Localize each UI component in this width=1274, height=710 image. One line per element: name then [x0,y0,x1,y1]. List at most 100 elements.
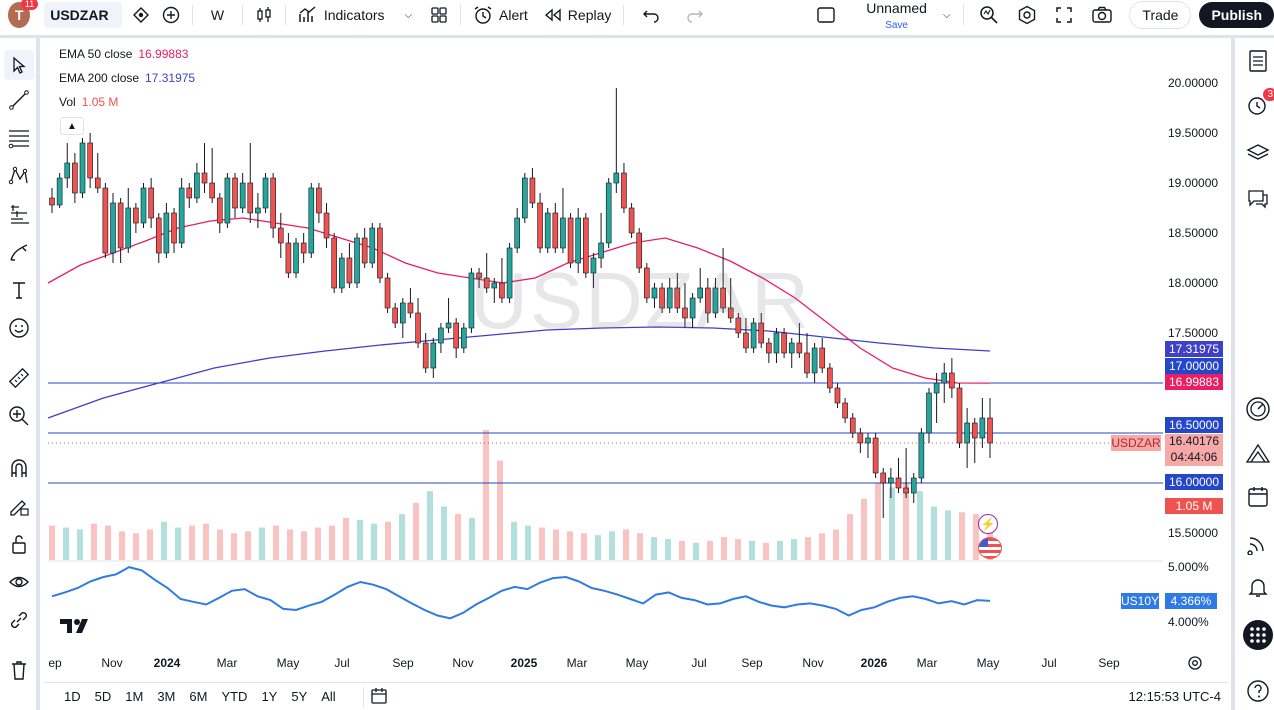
candle-body [796,342,803,354]
collapse-legend-button[interactable]: ▲ [60,117,84,135]
ema200-price-tag: 17.31975 [1165,341,1223,357]
settings-gear-icon[interactable] [1011,1,1043,29]
volume-bar [595,535,601,560]
help-icon[interactable] [1245,678,1271,704]
legend-ema50[interactable]: EMA 50 close 16.99883 [59,47,188,61]
broadcast-icon[interactable] [1245,530,1271,556]
symbol-search[interactable]: USDZAR [44,2,123,28]
fib-retracement-icon[interactable] [7,126,31,150]
zoom-in-icon[interactable] [7,404,31,428]
candle [232,173,238,218]
candle [872,433,879,478]
pattern-icon[interactable] [7,164,31,188]
candle-body [255,207,261,214]
calendar-range-icon[interactable] [362,686,387,707]
replay-button[interactable]: Replay [538,1,618,29]
candle [94,153,101,193]
undo-icon[interactable] [636,1,666,29]
link-icon[interactable] [7,608,31,632]
cursor-icon[interactable] [4,50,34,80]
calendar-icon[interactable] [1245,484,1271,510]
speedometer-icon[interactable] [1245,396,1271,422]
us10y-pane [51,566,991,620]
chevron-down-icon[interactable]: ⌵ [404,9,413,21]
earnings-flash-icon[interactable]: ⚡ [978,514,998,534]
chart-type-icon[interactable] [249,1,279,29]
pattern-triangle-icon[interactable] [1245,440,1271,466]
eye-icon[interactable] [7,570,31,594]
chat-icon[interactable] [1245,186,1271,212]
text-tool-icon[interactable] [7,278,31,302]
range-ytd-button[interactable]: YTD [221,689,248,704]
layout-save-label[interactable]: Save [885,20,908,31]
trend-line-icon[interactable] [7,88,31,112]
candlesticks [49,88,993,518]
candle-body [971,422,978,439]
volume-bar [959,512,965,560]
clock-timezone[interactable]: 12:15:53 UTC-4 [1128,689,1222,704]
volume-bar [497,460,503,560]
us10y-value-tag: 4.366% [1165,593,1217,609]
layout-name-button[interactable]: Unnamed Save [860,1,933,31]
us-flag-event-icon[interactable] [978,537,1002,559]
candle-body [64,162,71,179]
pencil-lock-icon[interactable] [7,494,31,518]
lock-icon[interactable] [7,532,31,556]
legend-volume[interactable]: Vol 1.05 M [59,95,118,109]
trade-button[interactable]: Trade [1129,1,1192,29]
user-avatar[interactable]: T 11 [8,0,39,28]
forecasting-icon[interactable] [7,202,31,226]
time-axis-label: Jul [1041,656,1057,670]
volume-tag: 1.05 M [1165,498,1223,514]
trash-icon[interactable] [7,658,31,682]
ruler-icon[interactable] [7,366,31,390]
candle-body [743,332,749,349]
indicators-label: Indicators [323,7,385,23]
interval-button[interactable]: W [210,7,225,23]
candle [445,298,452,333]
alert-button[interactable]: Alert [467,1,534,29]
chevron-down-icon[interactable]: ⌵ [942,9,951,21]
range-1m-button[interactable]: 1M [125,689,144,704]
tradingview-logo[interactable] [60,617,94,640]
redo-icon[interactable] [680,1,710,29]
range-5d-button[interactable]: 5D [94,689,112,704]
range-1d-button[interactable]: 1D [64,689,81,704]
fullscreen-icon[interactable] [1049,1,1079,29]
legend-ema200[interactable]: EMA 200 close 17.31975 [59,71,195,85]
range-3m-button[interactable]: 3M [157,689,176,704]
magnet-icon[interactable] [7,456,31,480]
candle-body [133,207,139,224]
camera-icon[interactable] [1085,1,1119,29]
brush-icon[interactable] [7,240,31,264]
candle-body [491,282,498,289]
indicators-button[interactable]: Indicators ⌵ [292,1,418,29]
emoji-icon[interactable] [7,316,31,340]
axis-settings-icon[interactable] [1187,655,1203,671]
range-all-button[interactable]: All [321,689,336,704]
candle [514,208,520,253]
publish-button[interactable]: Publish [1199,2,1274,28]
apps-grid-icon[interactable] [1243,620,1273,650]
alarm-clock-icon[interactable]: 3 [1245,88,1274,118]
layout-checkbox[interactable] [810,1,842,29]
volume-bar [917,491,923,560]
candle-body [194,172,200,199]
compare-icon[interactable] [126,1,156,29]
watchlist-icon[interactable] [1245,48,1271,74]
range-5y-button[interactable]: 5Y [291,689,308,704]
range-1y-button[interactable]: 1Y [261,689,278,704]
candle-body [308,187,315,254]
quick-search-icon[interactable] [973,1,1005,29]
candle-body [773,332,780,354]
candle-body [819,347,826,369]
layout-templates-icon[interactable] [424,1,454,29]
add-symbol-icon[interactable] [156,1,186,29]
price-axis-label: 18.50000 [1168,226,1219,240]
bell-icon[interactable] [1245,574,1271,600]
ema200-line [47,326,991,419]
horizontal-levels[interactable] [48,382,1163,562]
layers-icon[interactable] [1245,140,1271,166]
range-6m-button[interactable]: 6M [189,689,208,704]
